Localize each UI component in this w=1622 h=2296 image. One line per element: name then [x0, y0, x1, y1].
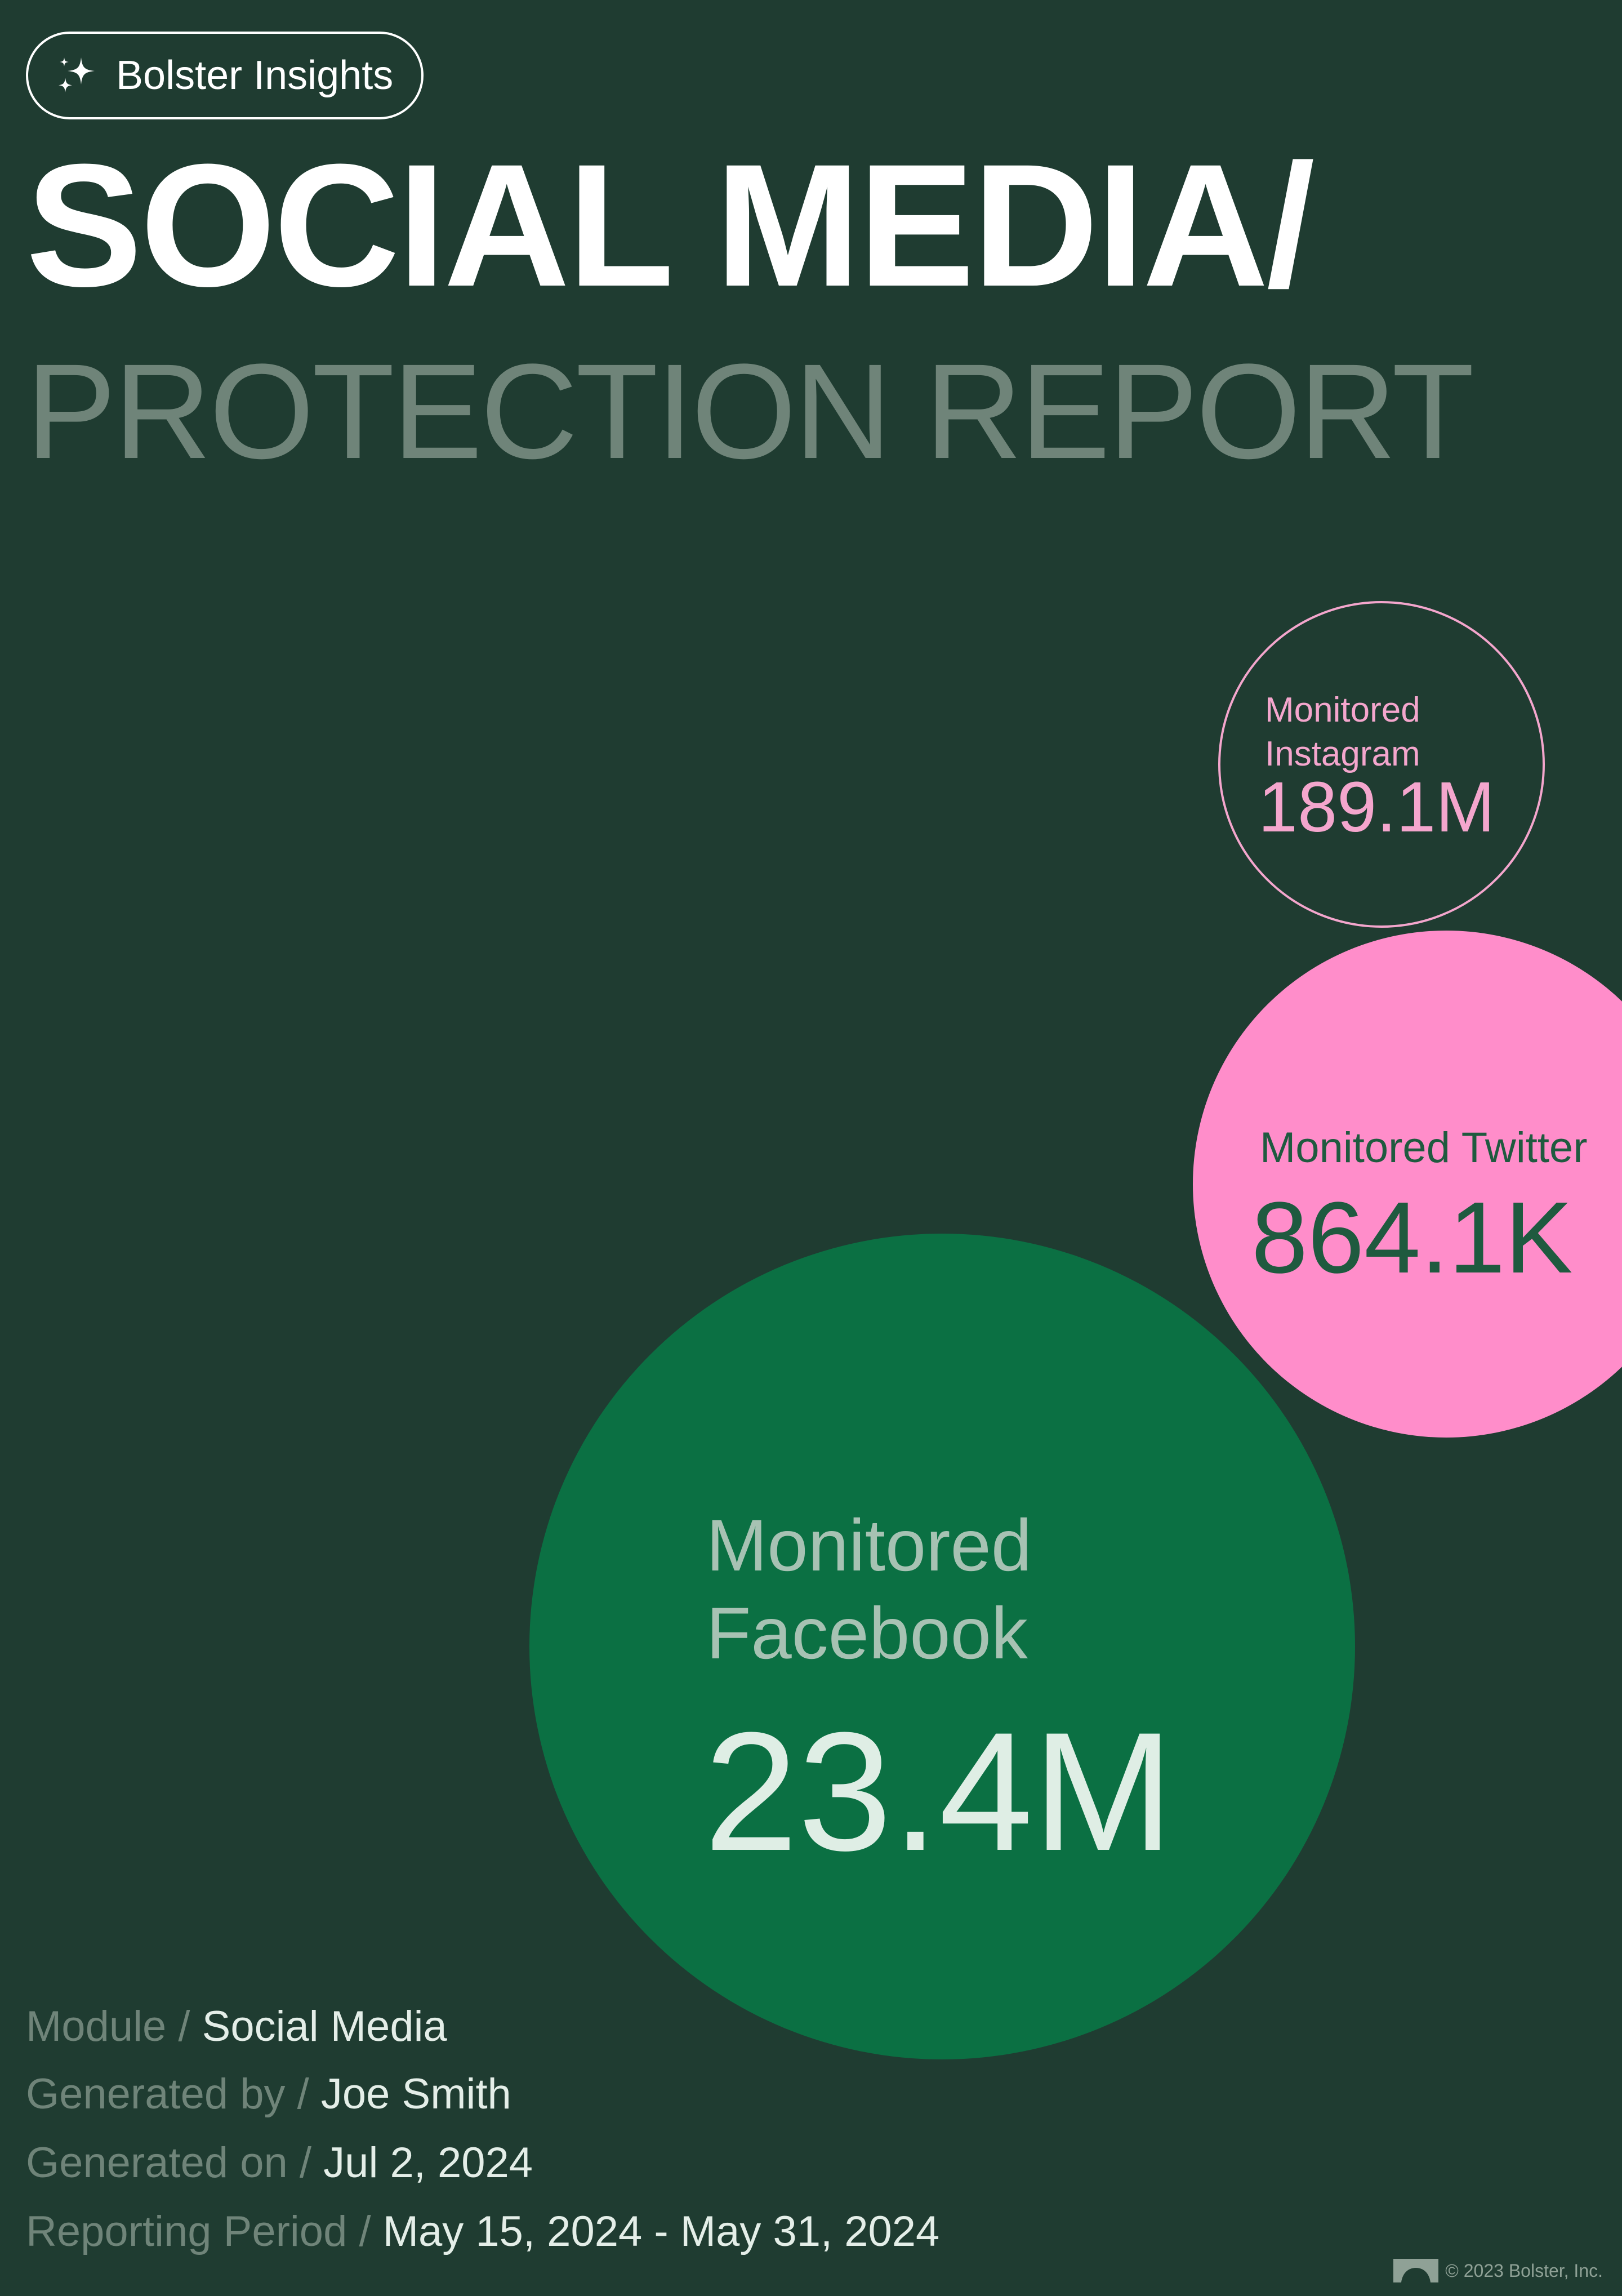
bolster-logo-icon — [1393, 2259, 1439, 2282]
meta-separator: / — [299, 2139, 312, 2187]
meta-generated-by-label: Generated by — [26, 2070, 286, 2118]
footer-copyright: © 2023 Bolster, Inc. — [1445, 2260, 1603, 2281]
meta-reporting-period-label: Reporting Period — [26, 2208, 347, 2255]
report-subtitle: PROTECTION REPORT — [26, 336, 1474, 487]
meta-generated-by-value: Joe Smith — [320, 2070, 511, 2118]
twitter-metric-circle — [1193, 931, 1622, 1438]
instagram-metric-value: 189.1M — [1258, 767, 1495, 847]
meta-separator: / — [297, 2070, 309, 2118]
facebook-metric-value: 23.4M — [704, 1697, 1174, 1886]
bolster-insights-badge: Bolster Insights — [26, 32, 424, 119]
meta-generated-on-label: Generated on — [26, 2139, 288, 2187]
facebook-metric-label: Monitored Facebook — [706, 1501, 1032, 1677]
meta-reporting-period-value: May 15, 2024 - May 31, 2024 — [382, 2208, 940, 2255]
meta-module-label: Module — [26, 2003, 167, 2050]
meta-generated-on: Generated on / Jul 2, 2024 — [26, 2142, 533, 2184]
twitter-metric-value: 864.1K — [1251, 1181, 1573, 1294]
meta-generated-by: Generated by / Joe Smith — [26, 2073, 511, 2116]
meta-reporting-period: Reporting Period / May 15, 2024 - May 31… — [26, 2210, 939, 2253]
facebook-metric-circle — [529, 1234, 1355, 2059]
instagram-metric-label: Monitored Instagram — [1265, 688, 1420, 776]
footer: © 2023 Bolster, Inc. — [1393, 2259, 1603, 2282]
instagram-label-line1: Monitored — [1265, 691, 1420, 729]
twitter-metric-label: Monitored Twitter — [1260, 1124, 1588, 1172]
meta-separator: / — [359, 2208, 371, 2255]
instagram-label-line2: Instagram — [1265, 735, 1420, 773]
sparkle-icon — [59, 57, 95, 92]
meta-generated-on-value: Jul 2, 2024 — [323, 2139, 533, 2187]
badge-label: Bolster Insights — [116, 53, 394, 98]
meta-separator: / — [178, 2003, 190, 2050]
instagram-metric-circle — [1218, 601, 1545, 928]
report-title: SOCIAL MEDIA/ — [26, 127, 1315, 323]
facebook-label-line1: Monitored — [706, 1504, 1032, 1586]
facebook-label-line2: Facebook — [706, 1592, 1028, 1674]
meta-module-value: Social Media — [202, 2003, 447, 2050]
meta-module: Module / Social Media — [26, 2005, 447, 2048]
